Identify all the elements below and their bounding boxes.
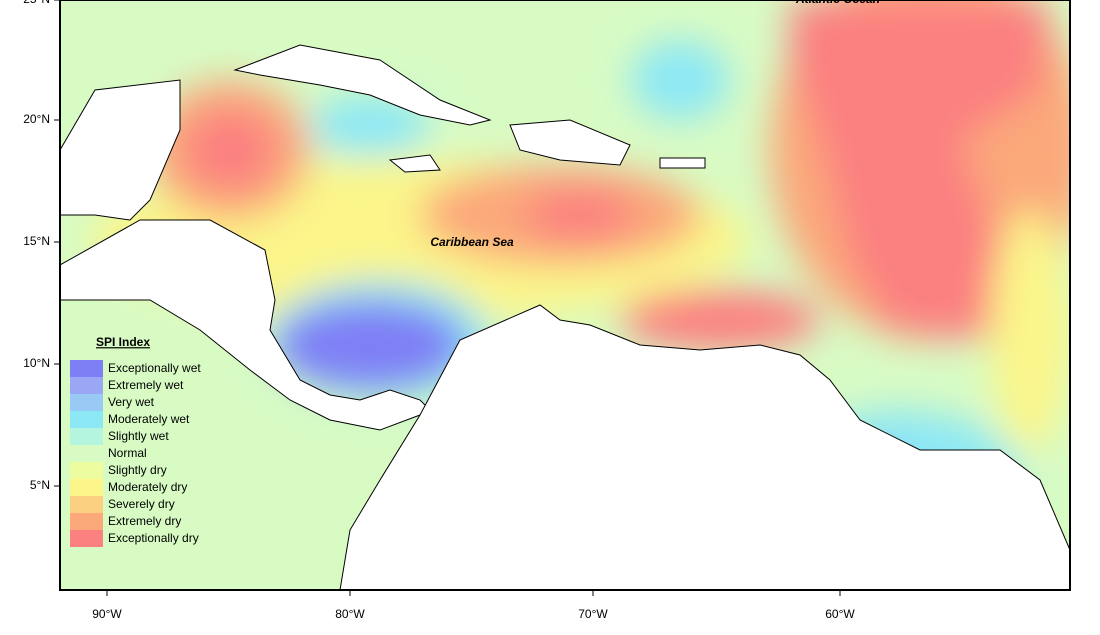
- legend-label: Extremely dry: [108, 514, 181, 528]
- lon-label: 60°W: [825, 607, 855, 621]
- legend-label: Moderately wet: [108, 412, 190, 426]
- place-label: Atlantic Ocean: [795, 0, 880, 6]
- jamaica: [388, 154, 441, 173]
- south-america: [339, 304, 1070, 590]
- legend-swatch: [70, 513, 103, 530]
- legend-label: Exceptionally wet: [108, 361, 201, 375]
- legend-title: SPI Index: [96, 335, 150, 349]
- lat-label: 15°N: [23, 234, 50, 248]
- legend-swatch: [70, 377, 103, 394]
- legend-swatch: [70, 445, 103, 462]
- lon-label: 80°W: [335, 607, 365, 621]
- legend-swatch: [70, 360, 103, 377]
- legend-label: Exceptionally dry: [108, 531, 199, 545]
- place-label: Caribbean Sea: [430, 235, 514, 249]
- spi-field: [60, 0, 1070, 590]
- lat-label: 20°N: [23, 112, 50, 126]
- yucatan: [60, 79, 181, 221]
- legend-swatch: [70, 428, 103, 445]
- legend-label: Extremely wet: [108, 378, 184, 392]
- hispaniola: [509, 119, 631, 166]
- legend-swatch: [70, 411, 103, 428]
- legend-label: Normal: [108, 446, 147, 460]
- legend-swatch: [70, 394, 103, 411]
- lat-label: 25°N: [23, 0, 50, 6]
- legend-label: Slightly dry: [108, 463, 167, 477]
- legend-label: Moderately dry: [108, 480, 187, 494]
- cuba: [233, 44, 492, 126]
- puerto-rico: [659, 157, 706, 169]
- legend-swatch: [70, 530, 103, 547]
- frame: [59, 0, 1071, 591]
- legend-label: Very wet: [108, 395, 155, 409]
- legend: SPI Index Exceptionally wet Extremely wet V…: [70, 335, 201, 547]
- lon-label: 90°W: [92, 607, 122, 621]
- legend-swatch: [70, 496, 103, 513]
- central-america: [60, 219, 431, 431]
- legend-swatch: [70, 479, 103, 496]
- lat-label: 5°N: [30, 478, 50, 492]
- lat-label: 10°N: [23, 356, 50, 370]
- legend-label: Severely dry: [108, 497, 175, 511]
- legend-label: Slightly wet: [108, 429, 169, 443]
- legend-swatch: [70, 462, 103, 479]
- lon-label: 70°W: [578, 607, 608, 621]
